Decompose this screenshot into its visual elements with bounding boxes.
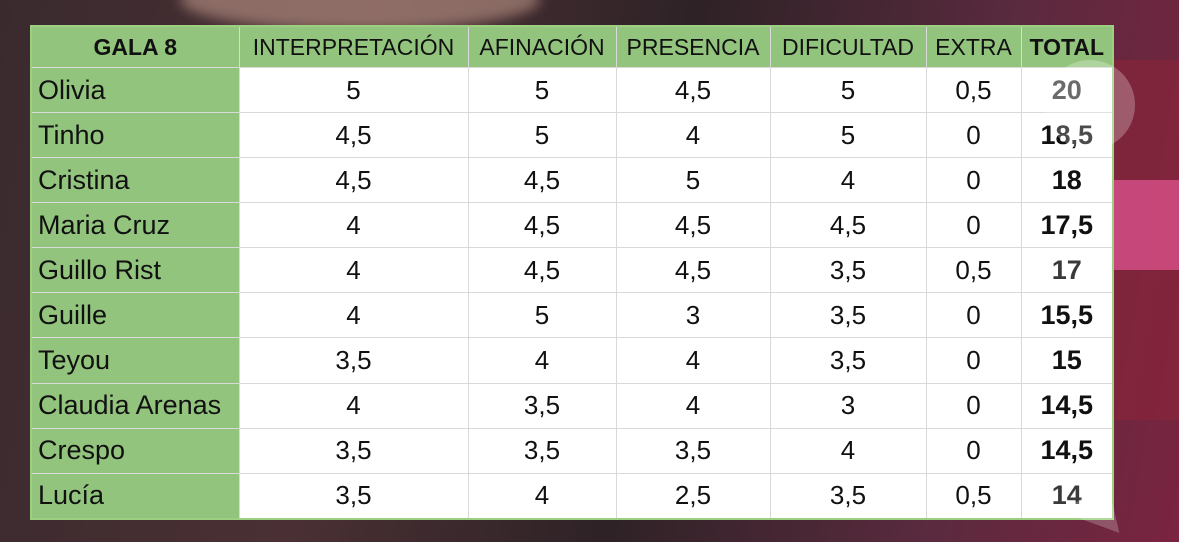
score-dificultad: 5 bbox=[769, 112, 927, 159]
contestant-name: Claudia Arenas bbox=[30, 382, 240, 429]
score-presencia: 4,5 bbox=[615, 66, 771, 114]
table-row: Crespo 3,5 3,5 3,5 4 0 14,5 bbox=[30, 427, 1114, 474]
score-total: 14,5 bbox=[1020, 427, 1114, 474]
score-interpretacion: 4 bbox=[238, 247, 469, 294]
score-total: 14 bbox=[1020, 472, 1114, 520]
score-total: 15 bbox=[1020, 337, 1114, 384]
score-extra: 0 bbox=[925, 157, 1022, 204]
score-total: 20 bbox=[1020, 66, 1114, 114]
contestant-name: Crespo bbox=[30, 427, 240, 474]
header-extra: EXTRA bbox=[925, 25, 1022, 68]
table-row: Guillo Rist 4 4,5 4,5 3,5 0,5 17 bbox=[30, 247, 1114, 294]
score-interpretacion: 4,5 bbox=[238, 157, 469, 204]
table-row: Tinho 4,5 5 4 5 0 18,5 bbox=[30, 112, 1114, 159]
header-row: GALA 8 INTERPRETACIÓN AFINACIÓN PRESENCI… bbox=[30, 25, 1114, 68]
score-interpretacion: 5 bbox=[238, 66, 469, 114]
score-afinacion: 4,5 bbox=[467, 247, 617, 294]
score-extra: 0 bbox=[925, 202, 1022, 249]
score-total: 14,5 bbox=[1020, 382, 1114, 429]
score-afinacion: 5 bbox=[467, 66, 617, 114]
score-afinacion: 5 bbox=[467, 112, 617, 159]
table-row: Olivia 5 5 4,5 5 0,5 20 bbox=[30, 66, 1114, 114]
score-extra: 0 bbox=[925, 337, 1022, 384]
header-gala: GALA 8 bbox=[30, 25, 240, 68]
table-row: Cristina 4,5 4,5 5 4 0 18 bbox=[30, 157, 1114, 204]
contestant-name: Cristina bbox=[30, 157, 240, 204]
contestant-name: Tinho bbox=[30, 112, 240, 159]
score-afinacion: 4,5 bbox=[467, 157, 617, 204]
score-dificultad: 5 bbox=[769, 66, 927, 114]
contestant-name: Teyou bbox=[30, 337, 240, 384]
score-afinacion: 5 bbox=[467, 292, 617, 339]
score-interpretacion: 4 bbox=[238, 382, 469, 429]
scores-table: GALA 8 INTERPRETACIÓN AFINACIÓN PRESENCI… bbox=[30, 25, 1114, 520]
score-afinacion: 4 bbox=[467, 337, 617, 384]
score-extra: 0 bbox=[925, 112, 1022, 159]
table-row: Lucía 3,5 4 2,5 3,5 0,5 14 bbox=[30, 472, 1114, 520]
header-dificultad: DIFICULTAD bbox=[769, 25, 927, 68]
score-afinacion: 3,5 bbox=[467, 382, 617, 429]
table-row: Teyou 3,5 4 4 3,5 0 15 bbox=[30, 337, 1114, 384]
score-afinacion: 4,5 bbox=[467, 202, 617, 249]
score-dificultad: 4,5 bbox=[769, 202, 927, 249]
score-interpretacion: 3,5 bbox=[238, 337, 469, 384]
score-interpretacion: 4,5 bbox=[238, 112, 469, 159]
background-blur-pink bbox=[1109, 180, 1179, 270]
score-presencia: 5 bbox=[615, 157, 771, 204]
score-presencia: 4,5 bbox=[615, 247, 771, 294]
score-afinacion: 4 bbox=[467, 472, 617, 520]
score-presencia: 2,5 bbox=[615, 472, 771, 520]
score-interpretacion: 3,5 bbox=[238, 427, 469, 474]
score-presencia: 4 bbox=[615, 112, 771, 159]
header-interpretacion: INTERPRETACIÓN bbox=[238, 25, 469, 68]
contestant-name: Guillo Rist bbox=[30, 247, 240, 294]
header-total: TOTAL bbox=[1020, 25, 1114, 68]
score-extra: 0,5 bbox=[925, 247, 1022, 294]
score-dificultad: 3,5 bbox=[769, 337, 927, 384]
table-row: Maria Cruz 4 4,5 4,5 4,5 0 17,5 bbox=[30, 202, 1114, 249]
watermark-circle bbox=[1045, 60, 1135, 150]
header-afinacion: AFINACIÓN bbox=[467, 25, 617, 68]
score-dificultad: 3,5 bbox=[769, 472, 927, 520]
score-afinacion: 3,5 bbox=[467, 427, 617, 474]
table-row: Claudia Arenas 4 3,5 4 3 0 14,5 bbox=[30, 382, 1114, 429]
score-total: 15,5 bbox=[1020, 292, 1114, 339]
score-presencia: 3 bbox=[615, 292, 771, 339]
header-presencia: PRESENCIA bbox=[615, 25, 771, 68]
score-dificultad: 3,5 bbox=[769, 247, 927, 294]
score-extra: 0,5 bbox=[925, 472, 1022, 520]
score-extra: 0 bbox=[925, 382, 1022, 429]
contestant-name: Guille bbox=[30, 292, 240, 339]
score-presencia: 4,5 bbox=[615, 202, 771, 249]
contestant-name: Olivia bbox=[30, 66, 240, 114]
score-presencia: 4 bbox=[615, 337, 771, 384]
score-total: 17,5 bbox=[1020, 202, 1114, 249]
score-interpretacion: 3,5 bbox=[238, 472, 469, 520]
score-dificultad: 4 bbox=[769, 427, 927, 474]
table-row: Guille 4 5 3 3,5 0 15,5 bbox=[30, 292, 1114, 339]
score-extra: 0 bbox=[925, 427, 1022, 474]
score-presencia: 3,5 bbox=[615, 427, 771, 474]
score-extra: 0 bbox=[925, 292, 1022, 339]
score-dificultad: 3,5 bbox=[769, 292, 927, 339]
score-interpretacion: 4 bbox=[238, 202, 469, 249]
score-total: 17 bbox=[1020, 247, 1114, 294]
score-total: 18 bbox=[1020, 157, 1114, 204]
score-extra: 0,5 bbox=[925, 66, 1022, 114]
score-interpretacion: 4 bbox=[238, 292, 469, 339]
contestant-name: Lucía bbox=[30, 472, 240, 520]
score-presencia: 4 bbox=[615, 382, 771, 429]
score-dificultad: 4 bbox=[769, 157, 927, 204]
score-dificultad: 3 bbox=[769, 382, 927, 429]
contestant-name: Maria Cruz bbox=[30, 202, 240, 249]
